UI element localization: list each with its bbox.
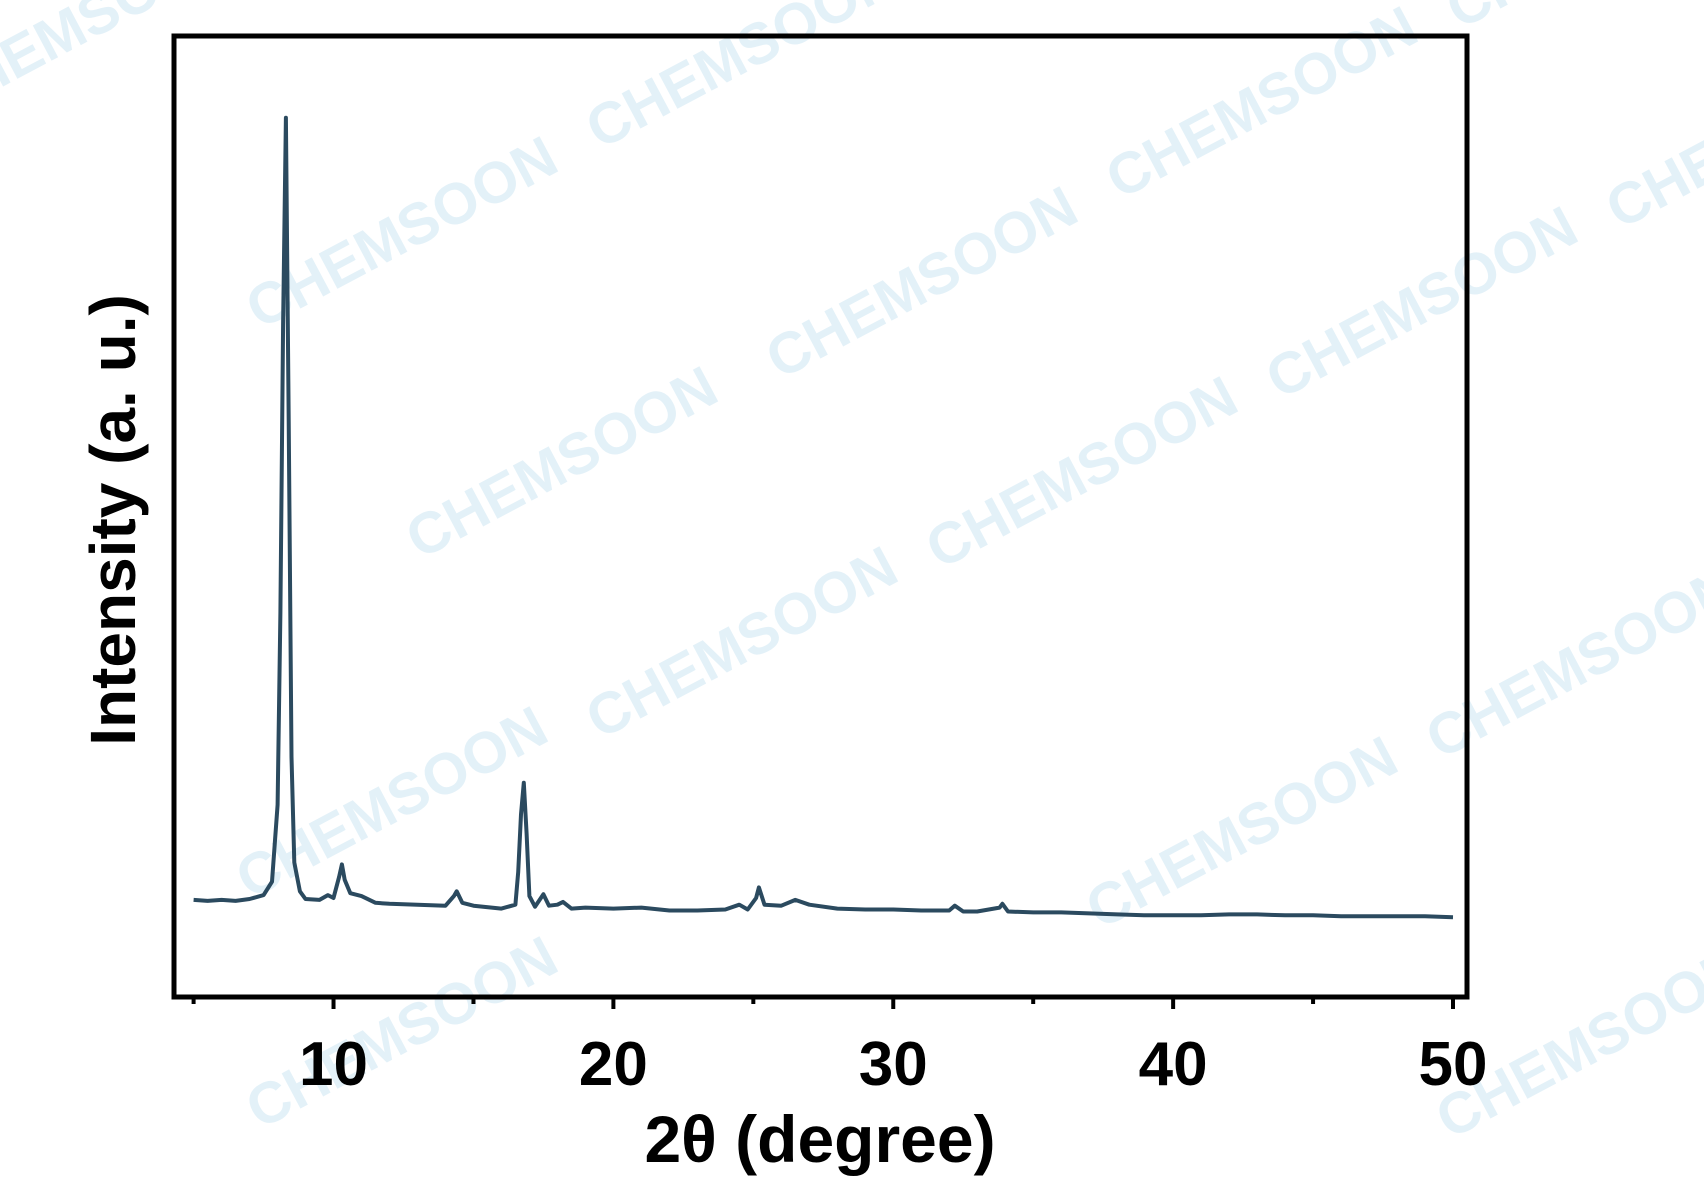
watermark: CHEMSOON <box>916 364 1248 582</box>
watermark: CHEMSOON <box>226 694 558 912</box>
x-tick-label: 40 <box>1139 1030 1208 1099</box>
watermark: CHEMSOON <box>1596 24 1704 242</box>
watermarks: CHEMSOONCHEMSOONCHEMSOONCHEMSOONCHEMSOON… <box>0 0 1704 1151</box>
watermark: CHEMSOON <box>576 0 908 161</box>
watermark: CHEMSOON <box>236 924 568 1142</box>
watermark: CHEMSOON <box>396 354 728 572</box>
watermark: CHEMSOON <box>756 174 1088 392</box>
x-axis-label: 2θ (degree) <box>644 1102 995 1176</box>
watermark: CHEMSOON <box>1416 554 1704 772</box>
y-axis-label: Intensity (a. u.) <box>77 294 149 746</box>
x-tick-label: 30 <box>859 1030 928 1099</box>
watermark: CHEMSOON <box>1256 194 1588 412</box>
watermark: CHEMSOON <box>1076 724 1408 942</box>
x-tick-label: 10 <box>299 1030 368 1099</box>
data-line <box>193 115 1454 920</box>
watermark: CHEMSOON <box>0 0 248 131</box>
plot-frame <box>171 33 1470 1000</box>
x-tick-label: 50 <box>1419 1030 1488 1099</box>
watermark: CHEMSOON <box>576 534 908 752</box>
watermark: CHEMSOON <box>1096 0 1428 211</box>
watermark: CHEMSOON <box>1436 0 1704 41</box>
x-tick-label: 20 <box>579 1030 648 1099</box>
